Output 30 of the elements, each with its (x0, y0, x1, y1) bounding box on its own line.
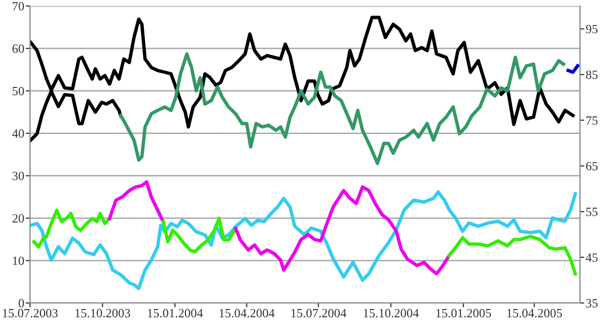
y-tick-label: 50 (12, 86, 24, 96)
line-series (161, 216, 238, 254)
line-series (32, 208, 112, 248)
x-tick-label: 15.04.2004 (220, 308, 275, 318)
x-tick-label: 15.01.2004 (148, 308, 203, 318)
y-tick-label: 20 (12, 214, 24, 223)
y2-tick-label: 75 (586, 116, 598, 125)
x-tick-label: 15.10.2004 (364, 308, 419, 318)
y2-tick-label: 85 (586, 70, 598, 79)
x-tick-label: 15.04.2005 (507, 308, 562, 318)
y-tick-label: 0 (18, 299, 24, 308)
y-tick-label: 40 (12, 129, 24, 138)
y-tick-label: 60 (12, 44, 24, 53)
y-tick-label: 30 (12, 172, 24, 180)
y-tick-label: 10 (13, 256, 24, 266)
y2-tick-label: 65 (586, 162, 598, 170)
line-series (30, 190, 577, 290)
y2-tick-label: 55 (586, 208, 598, 216)
line-series (234, 185, 451, 276)
y-tick-label: 70 (12, 2, 24, 10)
line-series (448, 234, 577, 276)
x-tick-label: 15.01.2005 (436, 308, 492, 318)
y2-tick-label: 95 (586, 24, 598, 34)
y2-tick-label: 35 (586, 299, 598, 308)
line-series (108, 180, 165, 224)
line-series (118, 52, 566, 166)
x-tick-label: 15.07.2003 (2, 308, 58, 318)
x-tick-label: 15.07.2004 (291, 308, 346, 318)
x-tick-label: 15.10.2003 (75, 308, 130, 318)
y2-tick-label: 45 (586, 253, 598, 262)
